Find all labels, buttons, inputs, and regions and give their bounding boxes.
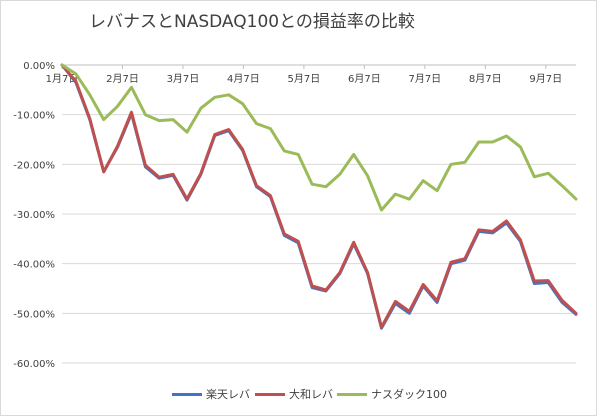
y-tick-label: -30.00%	[13, 210, 55, 221]
y-tick-label: -20.00%	[13, 160, 55, 171]
x-tick-label: 6月7日	[348, 73, 381, 85]
series-line-2	[60, 63, 578, 212]
legend-swatch-daiwa	[255, 392, 285, 396]
x-tick-label: 8月7日	[469, 73, 502, 85]
legend: 楽天レバ 大和レバ ナスダック100	[1, 386, 597, 402]
x-tick-label: 9月7日	[529, 73, 562, 85]
x-tick-label: 2月7日	[106, 73, 139, 85]
legend-label-daiwa: 大和レバ	[289, 388, 333, 401]
x-tick-label: 5月7日	[288, 73, 321, 85]
x-tick-label: 3月7日	[167, 73, 200, 85]
series-line-1	[60, 63, 578, 329]
y-tick-label: -40.00%	[13, 260, 55, 271]
y-tick-label: -60.00%	[13, 359, 55, 370]
y-tick-label: -50.00%	[13, 309, 55, 320]
legend-item-nasdaq: ナスダック100	[337, 386, 447, 402]
x-tick-label: 7月7日	[408, 73, 441, 85]
y-tick-label: 0.00%	[23, 61, 55, 72]
y-tick-label: -10.00%	[13, 111, 55, 122]
chart-title: レバナスとNASDAQ100との損益率の比較	[89, 12, 415, 32]
legend-item-daiwa: 大和レバ	[255, 386, 333, 402]
legend-label-rakuten: 楽天レバ	[206, 388, 250, 401]
legend-item-rakuten: 楽天レバ	[172, 386, 250, 402]
legend-label-nasdaq: ナスダック100	[371, 388, 447, 401]
legend-swatch-nasdaq	[337, 392, 367, 396]
legend-swatch-rakuten	[172, 392, 202, 396]
x-tick-label: 4月7日	[227, 73, 260, 85]
